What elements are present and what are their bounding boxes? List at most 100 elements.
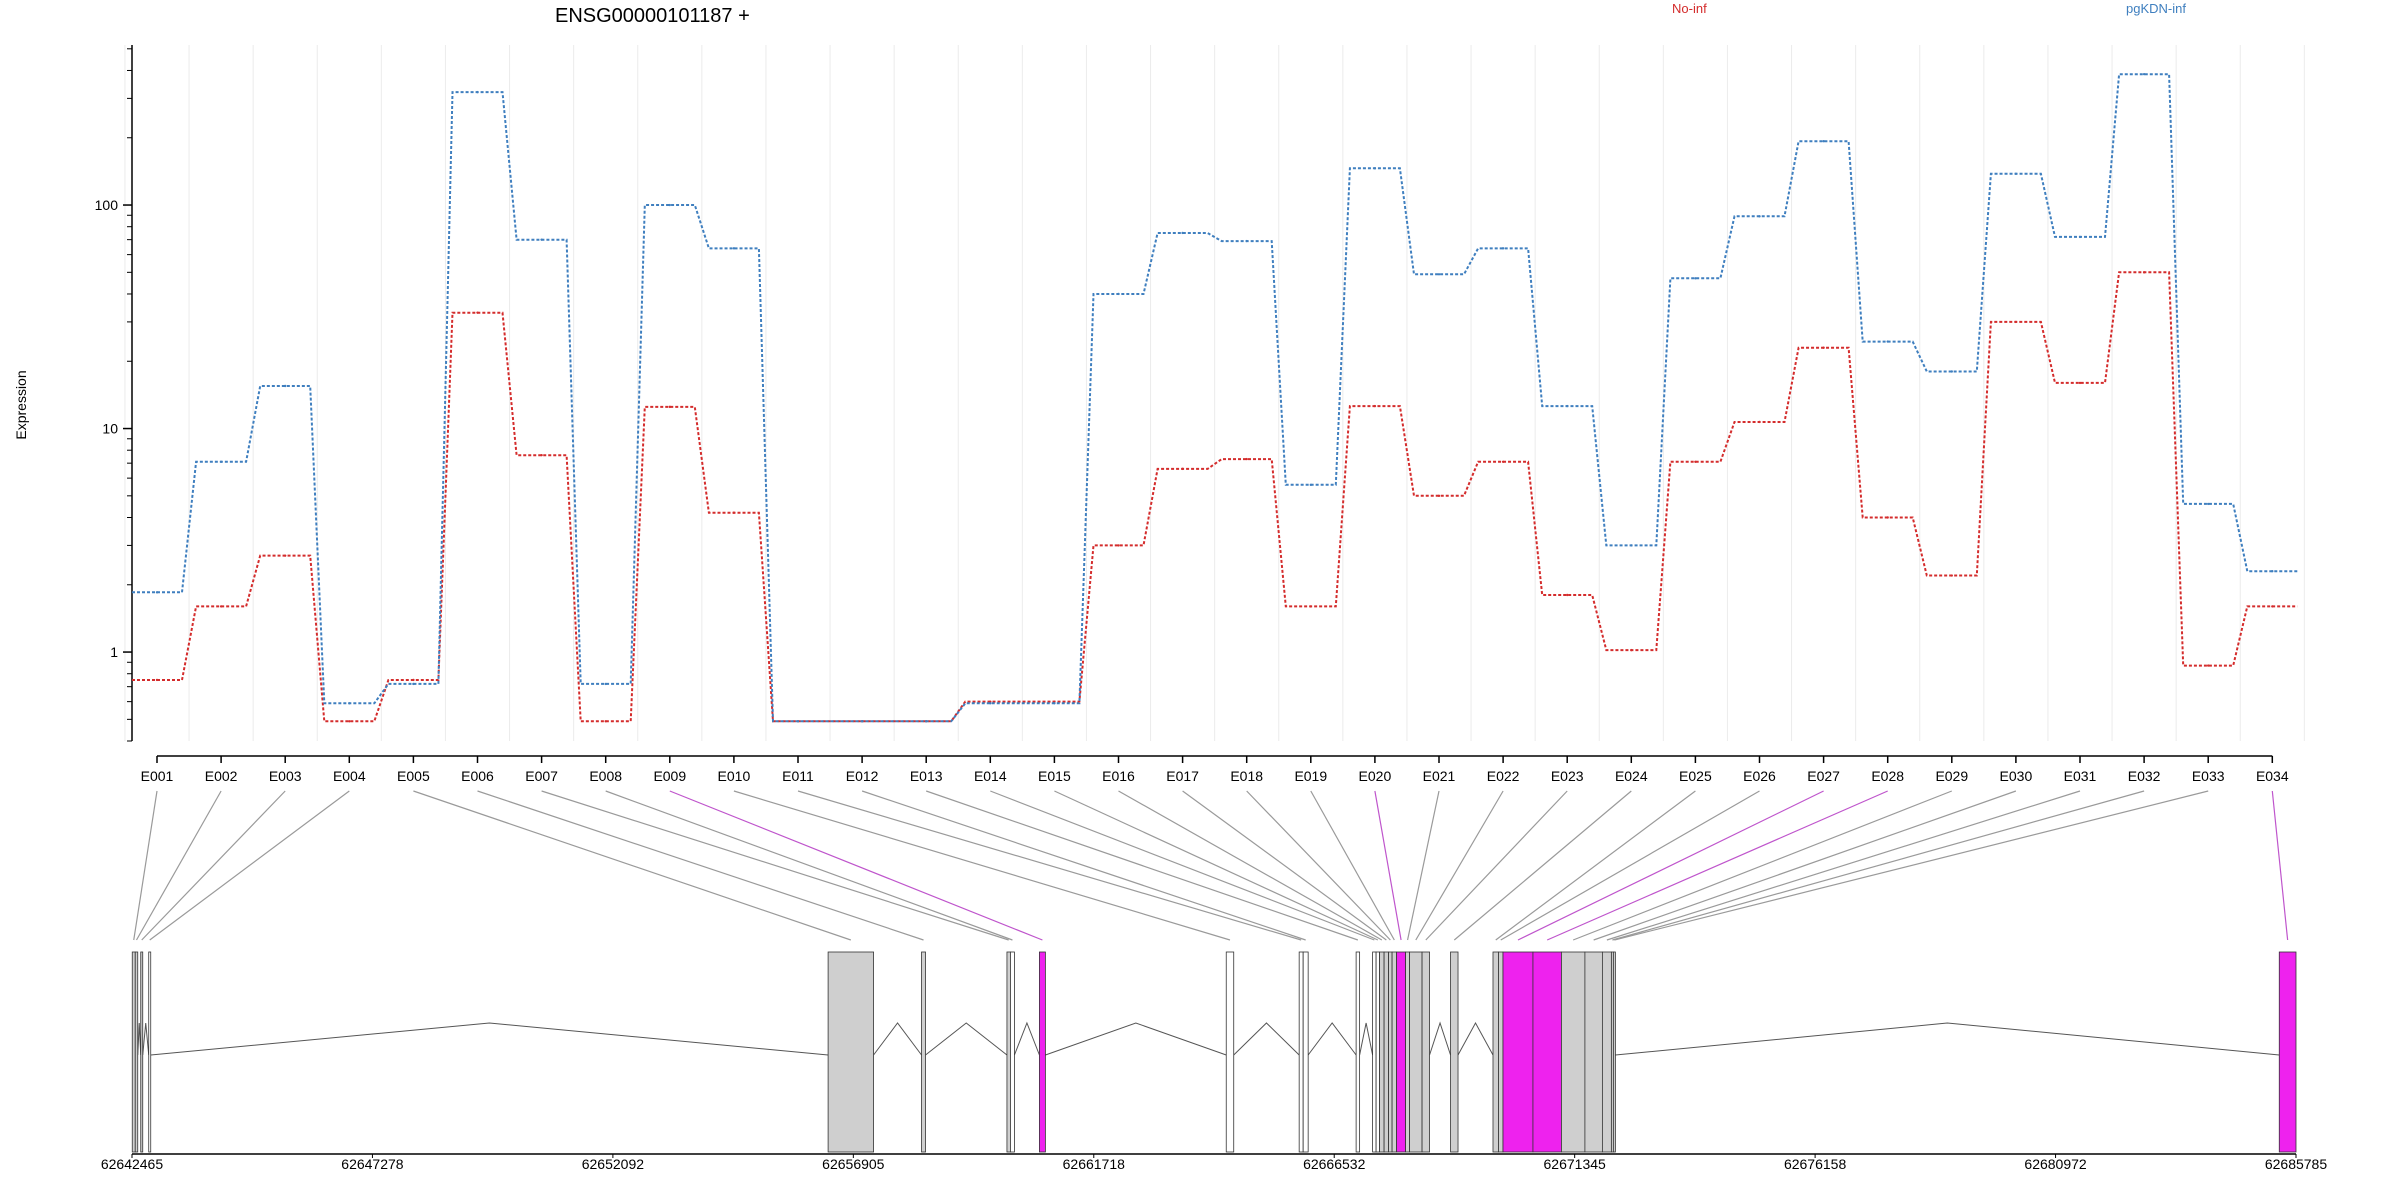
gene-model: 62642465 62647278 62652092 62656905 62661718…: [101, 951, 2327, 1172]
data-point: [412, 678, 415, 682]
data-point: [284, 384, 287, 388]
exon-box-E020: [1396, 951, 1406, 1153]
data-point: [2271, 570, 2274, 573]
data-point: [2078, 235, 2082, 239]
exon-id-label: E034: [2256, 768, 2289, 784]
data-point: [1630, 544, 1633, 547]
intron-line: [1045, 1022, 1227, 1056]
data-point: [540, 453, 543, 457]
connector-E025: [1495, 790, 1696, 941]
data-point: [1501, 247, 1505, 250]
exon-id-label: E033: [2192, 768, 2225, 784]
exon-id-label: E003: [269, 768, 302, 784]
connector-E016: [1118, 790, 1383, 941]
y-tick-label: 10: [102, 421, 118, 437]
exon-id-label: E009: [653, 768, 686, 784]
data-point: [668, 203, 671, 207]
exon-id-label: E029: [1935, 768, 1968, 784]
exon-box-E018: [1388, 951, 1393, 1153]
data-point: [219, 605, 223, 608]
data-point: [1886, 516, 1889, 519]
exon-id-label: E022: [1487, 768, 1520, 784]
exon-box-E014: [1372, 951, 1377, 1153]
intron-line: [142, 1022, 150, 1056]
coordinate-label: 62661718: [1063, 1156, 1126, 1172]
intron-line: [1429, 1021, 1452, 1056]
vertical-gridlines: [124, 45, 2305, 741]
chart-title: ENSG00000101187 +: [555, 5, 750, 27]
exon-id-label: E014: [974, 768, 1007, 784]
data-point: [1373, 404, 1377, 408]
data-point: [1437, 494, 1441, 498]
data-point: [1309, 483, 1313, 487]
data-point: [732, 511, 736, 514]
intron-line: [1013, 1021, 1040, 1056]
data-point: [604, 720, 607, 723]
exon-box-E023: [1421, 951, 1430, 1153]
data-point: [1694, 460, 1697, 463]
exon-box-E006: [921, 951, 926, 1153]
data-point: [2142, 72, 2146, 76]
connector-E030: [1593, 790, 2017, 941]
data-point: [1822, 140, 1825, 143]
data-point: [604, 682, 607, 686]
data-point: [284, 554, 287, 557]
exon-box-E027: [1502, 951, 1534, 1153]
data-point: [732, 247, 736, 250]
coordinate-label: 62647278: [341, 1156, 404, 1172]
data-point: [1181, 467, 1184, 471]
connector-E005: [413, 790, 852, 941]
exon-box-E009: [1039, 951, 1046, 1153]
data-point: [1694, 277, 1697, 280]
data-point: [1758, 420, 1761, 424]
data-point: [1950, 370, 1954, 373]
intron-line: [925, 1022, 1008, 1056]
exon-box-E021: [1405, 951, 1410, 1153]
data-point: [155, 678, 159, 682]
exon-box-E033: [1612, 951, 1616, 1153]
data-point: [2014, 172, 2018, 175]
data-point: [1886, 340, 1889, 343]
connector-E011: [797, 790, 1302, 941]
connector-E009: [669, 790, 1043, 941]
series-line-No-inf: [132, 271, 2298, 723]
data-point: [1437, 273, 1441, 276]
connector-E006: [477, 790, 924, 941]
intron-line: [1233, 1022, 1300, 1056]
exon-box-E010: [1225, 951, 1235, 1153]
y-tick-label: 1: [110, 644, 118, 660]
data-point: [1822, 346, 1825, 349]
data-point: [1117, 292, 1120, 296]
connector-E021: [1406, 790, 1440, 941]
exon-box-E012: [1302, 951, 1309, 1153]
plot-axes: 1 10 100 E001 E002 E003 E004 E005 E006 E007 E008 E0…: [95, 45, 2289, 784]
legend-entry: No-inf: [1672, 1, 1707, 16]
data-point: [412, 682, 415, 686]
exon-id-label: E025: [1679, 768, 1712, 784]
connector-E003: [141, 790, 286, 941]
connector-E017: [1182, 790, 1387, 941]
coordinate-label: 62671345: [1544, 1156, 1607, 1172]
exon-box-E017: [1383, 951, 1389, 1153]
data-point: [540, 238, 543, 241]
exon-id-label: E010: [718, 768, 751, 784]
exon-id-label: E026: [1743, 768, 1776, 784]
exon-box-E022: [1409, 951, 1423, 1153]
exon-box-E016: [1379, 951, 1385, 1153]
connector-E015: [1054, 790, 1379, 941]
data-point: [2207, 502, 2210, 506]
data-point: [1630, 648, 1633, 652]
data-point: [668, 405, 671, 409]
exon-box-E034: [2278, 951, 2297, 1153]
data-point: [476, 90, 479, 94]
data-point: [2014, 320, 2018, 324]
exon-box-E011: [1298, 951, 1304, 1153]
y-axis-label: Expression: [13, 370, 29, 439]
connector-E031: [1606, 790, 2081, 941]
connector-E020: [1374, 790, 1402, 941]
exon-box-E001: [131, 951, 136, 1153]
data-point: [219, 460, 223, 463]
expression-series: [132, 72, 2298, 723]
connector-E010: [733, 790, 1231, 941]
